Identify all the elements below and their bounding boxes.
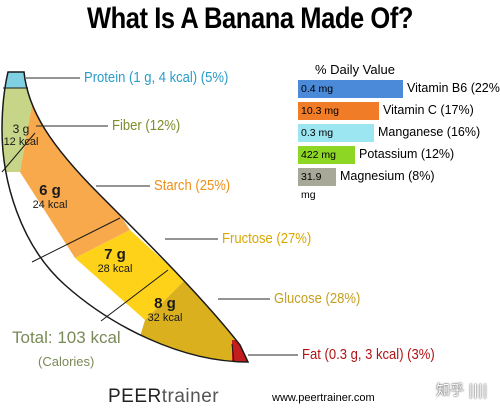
daily-value-bar: 10.3 mg bbox=[298, 102, 379, 120]
glucose-label: Glucose (28%) bbox=[274, 291, 361, 307]
daily-value-label: Vitamin C (17%) bbox=[383, 103, 474, 117]
starch-grams: 6 g bbox=[39, 182, 61, 199]
page-title: What Is A Banana Made Of? bbox=[86, 2, 414, 35]
brand-logo: PEERtrainer bbox=[108, 386, 219, 408]
total-calories: Total: 103 kcal bbox=[12, 328, 121, 347]
starch-values: 6 g 24 kcal bbox=[20, 182, 80, 211]
banana-outline bbox=[1, 71, 250, 363]
fiber-values: 3 g 12 kcal bbox=[1, 122, 41, 148]
fiber-kcal: 12 kcal bbox=[3, 136, 39, 148]
fructose-segment bbox=[75, 230, 185, 320]
brand-part2: trainer bbox=[161, 386, 220, 407]
fructose-label: Fructose (27%) bbox=[222, 231, 312, 247]
daily-value-bar: 422 mg bbox=[298, 146, 355, 164]
segment-dividers bbox=[1, 87, 235, 363]
fiber-segment bbox=[2, 88, 35, 172]
daily-value-label: Manganese (16%) bbox=[378, 125, 481, 139]
fiber-grams: 3 g bbox=[12, 122, 30, 136]
daily-value-bar: 0.4 mg bbox=[298, 80, 403, 98]
protein-label: Protein (1 g, 4 kcal) (5%) bbox=[84, 70, 229, 86]
fiber-label: Fiber (12%) bbox=[112, 118, 181, 134]
daily-value-label: Vitamin B6 (22%) bbox=[407, 81, 500, 95]
starch-label: Starch (25%) bbox=[154, 178, 231, 194]
daily-value-label: Magnesium (8%) bbox=[340, 169, 435, 183]
total-unit: (Calories) bbox=[38, 354, 95, 369]
glucose-kcal: 32 kcal bbox=[147, 312, 183, 324]
fructose-values: 7 g 28 kcal bbox=[85, 246, 145, 275]
brand-part1: PEER bbox=[108, 386, 162, 407]
daily-value-bar: 31.9 mg bbox=[298, 168, 336, 201]
daily-value-bar: 0.3 mg bbox=[298, 124, 374, 142]
fructose-grams: 7 g bbox=[104, 246, 126, 263]
leader-lines bbox=[26, 77, 298, 356]
watermark: 知乎 |||| bbox=[436, 383, 488, 399]
daily-value-title: % Daily Value bbox=[315, 62, 395, 77]
website-url: www.peertrainer.com bbox=[272, 392, 375, 404]
glucose-grams: 8 g bbox=[154, 295, 176, 312]
daily-value-label: Potassium (12%) bbox=[359, 147, 455, 161]
starch-kcal: 24 kcal bbox=[32, 199, 68, 211]
fructose-kcal: 28 kcal bbox=[97, 263, 133, 275]
glucose-values: 8 g 32 kcal bbox=[135, 295, 195, 324]
fat-label: Fat (0.3 g, 3 kcal) (3%) bbox=[302, 347, 435, 363]
